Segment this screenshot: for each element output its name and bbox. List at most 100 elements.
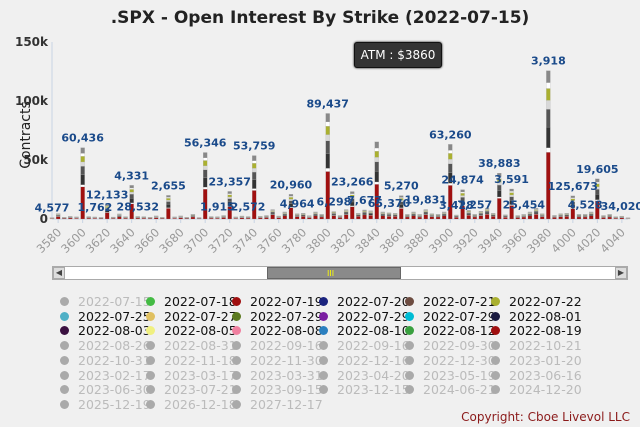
- bar: [521, 214, 526, 220]
- bar: [98, 217, 104, 220]
- bar: [117, 213, 122, 220]
- bar: [509, 188, 514, 220]
- bar-segment: [484, 208, 490, 210]
- bar-segment: [533, 212, 539, 215]
- legend-label: 2023-07-21: [164, 382, 237, 398]
- bar: [613, 216, 618, 220]
- value-label: 24,874: [441, 174, 484, 187]
- value-label: 89,437: [307, 97, 349, 110]
- value-label: 19,605: [576, 163, 618, 176]
- bar-segment: [442, 213, 447, 215]
- chart-navigator-scrollbar[interactable]: ◀ III ▶: [52, 266, 628, 280]
- x-tick-label: 3620: [83, 225, 114, 256]
- bar: [196, 217, 202, 220]
- bar-segment: [319, 216, 324, 220]
- bar-segment: [589, 215, 594, 220]
- legend-dot-icon: [232, 311, 241, 321]
- bar-segment: [368, 210, 373, 212]
- bar: [533, 208, 539, 220]
- bar-segment: [546, 109, 551, 128]
- x-tick-label: 3740: [230, 225, 261, 256]
- value-label: 4,964: [280, 198, 315, 211]
- value-label: 4,528: [568, 198, 603, 211]
- legend-dot-icon: [405, 341, 414, 351]
- bar-segment: [203, 169, 208, 178]
- bar-segment: [368, 212, 373, 214]
- value-label: 4,577: [35, 202, 70, 215]
- grip-icon: III: [327, 269, 335, 278]
- bar-segment: [386, 216, 392, 220]
- bar: [245, 216, 251, 220]
- bar-segment: [325, 134, 330, 142]
- bar-segment: [448, 150, 453, 154]
- scroll-thumb[interactable]: III: [267, 267, 401, 279]
- value-label: 2,572: [231, 201, 266, 214]
- bar: [558, 213, 563, 220]
- bar-segment: [497, 173, 502, 177]
- legend-dot-icon: [319, 385, 328, 395]
- bar-segment: [203, 165, 208, 170]
- bar: [105, 204, 110, 220]
- bar-segment: [356, 215, 361, 217]
- bar: [448, 144, 453, 220]
- bar: [607, 214, 612, 220]
- legend-label: 2022-07-27: [164, 308, 237, 324]
- bar-segment: [429, 216, 435, 220]
- bar-segment: [466, 213, 471, 215]
- legend-label: 2022-12-16: [337, 352, 410, 368]
- legend-dot-icon: [232, 399, 241, 409]
- legend-dot-icon: [491, 355, 500, 365]
- bar-segment: [380, 215, 385, 220]
- legend-dot-icon: [319, 311, 328, 321]
- legend-label: 2022-08-08: [250, 323, 323, 339]
- bar-segment: [56, 216, 61, 220]
- x-tick-label: 3980: [524, 225, 555, 256]
- bar: [129, 185, 134, 220]
- bar: [288, 194, 294, 220]
- bar-segment: [484, 211, 490, 213]
- bar-segment: [570, 195, 575, 198]
- bar-segment: [435, 216, 441, 220]
- bar-segment: [129, 189, 134, 193]
- bar-segment: [460, 191, 465, 194]
- bar-segment: [374, 181, 379, 185]
- value-label: 28,532: [117, 200, 159, 213]
- bar-segment: [503, 216, 508, 220]
- bar: [111, 216, 116, 220]
- scroll-right-button[interactable]: ▶: [615, 267, 627, 279]
- legend-dot-icon: [319, 341, 328, 351]
- bar: [331, 211, 336, 220]
- legend-label: 2027-12-17: [250, 396, 323, 412]
- bar-segment: [509, 192, 514, 196]
- bar-segment: [491, 216, 496, 220]
- bar-segment: [166, 197, 171, 199]
- legend-dot-icon: [319, 355, 328, 365]
- legend-label: 2022-08-10: [337, 323, 410, 339]
- legend-label: 2022-08-31: [164, 338, 237, 354]
- x-tick-label: 3780: [279, 225, 310, 256]
- bar-segment: [478, 214, 484, 216]
- value-label: 1,915: [200, 201, 235, 214]
- value-label: 5,270: [384, 180, 419, 193]
- chart-title: .SPX - Open Interest By Strike (2022-07-…: [110, 8, 530, 28]
- bar-segment: [166, 208, 171, 220]
- bar-segment: [129, 193, 134, 199]
- bar-segment: [325, 168, 330, 172]
- legend-label: 2022-07-21: [423, 294, 496, 309]
- scroll-left-button[interactable]: ◀: [53, 267, 65, 279]
- bar-segment: [325, 140, 330, 154]
- bar-segment: [166, 207, 171, 209]
- bar: [313, 211, 318, 220]
- bar: [166, 195, 171, 220]
- bar-segment: [313, 211, 318, 213]
- legend-dot-icon: [405, 355, 414, 365]
- value-label: 38,883: [478, 157, 520, 170]
- bar: [589, 211, 594, 220]
- bar: [442, 211, 447, 220]
- bar-segment: [325, 113, 330, 123]
- bar-segment: [491, 215, 496, 217]
- y-tick-label: 100k: [15, 94, 49, 108]
- legend-dot-icon: [319, 370, 328, 380]
- legend-dot-icon: [232, 297, 241, 306]
- bar-segment: [380, 213, 385, 215]
